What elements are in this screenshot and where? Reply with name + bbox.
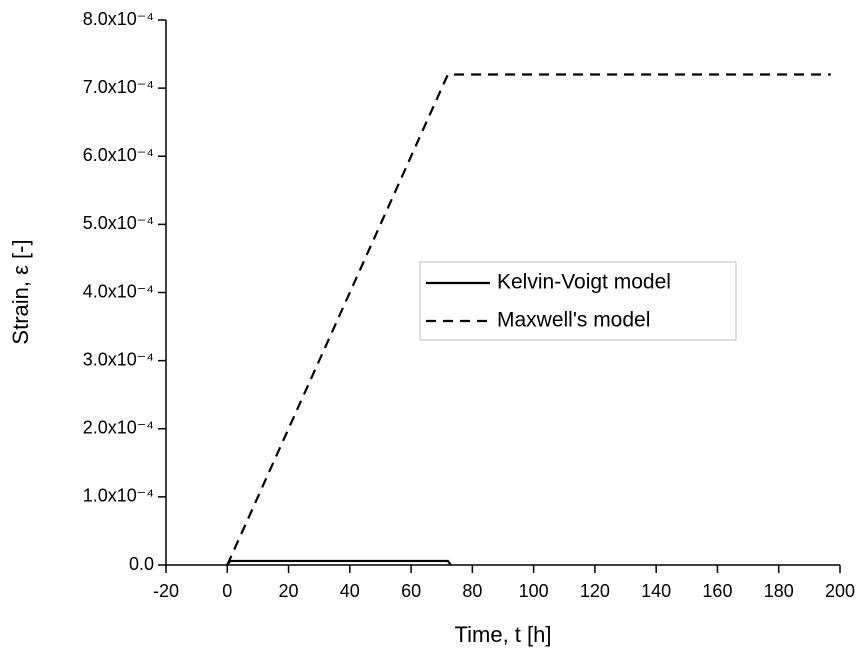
y-tick-label: 8.0x10⁻⁴ <box>83 9 154 29</box>
x-axis-title: Time, t [h] <box>455 622 552 647</box>
y-tick-label: 4.0x10⁻⁴ <box>83 281 154 301</box>
series-line <box>226 73 831 566</box>
x-tick-label: -20 <box>153 581 179 601</box>
y-tick-label: 2.0x10⁻⁴ <box>83 418 154 438</box>
x-tick-label: 40 <box>340 581 360 601</box>
y-tick-label: 0.0 <box>129 554 154 574</box>
y-tick-label: 6.0x10⁻⁴ <box>83 145 154 165</box>
x-tick-label: 120 <box>580 581 610 601</box>
x-tick-label: 180 <box>764 581 794 601</box>
x-tick-label: 200 <box>825 581 855 601</box>
x-tick-label: 60 <box>401 581 421 601</box>
x-tick-label: 160 <box>702 581 732 601</box>
y-axis-title: Strain, ε [-] <box>8 239 33 344</box>
legend-label: Kelvin-Voigt model <box>497 271 671 294</box>
x-tick-label: 20 <box>279 581 299 601</box>
y-tick-label: 7.0x10⁻⁴ <box>83 77 154 97</box>
y-tick-label: 3.0x10⁻⁴ <box>83 349 154 369</box>
x-tick-label: 80 <box>462 581 482 601</box>
legend-label: Maxwell's model <box>497 309 650 332</box>
y-tick-label: 5.0x10⁻⁴ <box>83 213 154 233</box>
x-tick-label: 100 <box>519 581 549 601</box>
y-tick-label: 1.0x10⁻⁴ <box>83 486 154 506</box>
x-tick-label: 0 <box>222 581 232 601</box>
x-tick-label: 140 <box>641 581 671 601</box>
legend-box <box>419 261 737 341</box>
